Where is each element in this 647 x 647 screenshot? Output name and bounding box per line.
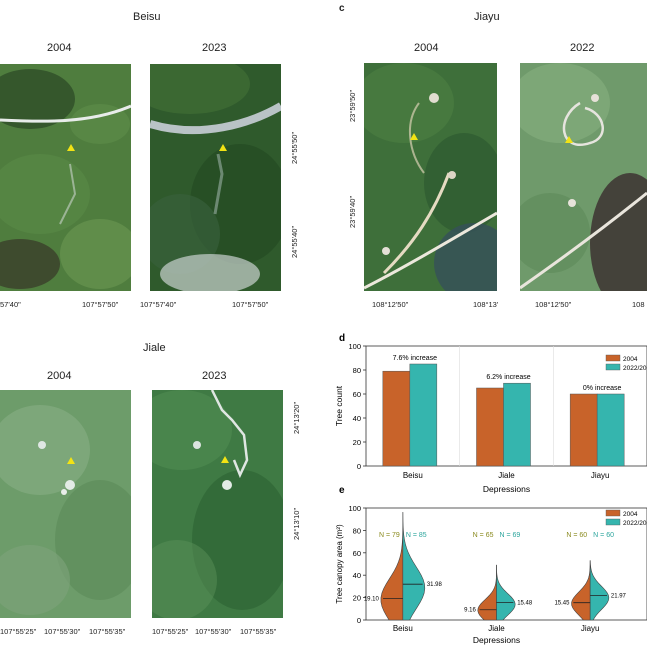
jiayu-y-label-top: 23°59'50" [348,89,357,122]
violin-y-tick-label: 100 [348,504,361,513]
violin-beisu-recent [402,512,426,621]
jiale-x-label-left-a: 107°55'25" [0,627,37,636]
beisu-x-label-right-b: 107°57'50" [232,300,269,309]
violin-median-label: 15.48 [517,601,533,607]
violin-y-tick-label: 80 [353,526,361,535]
bar-legend-label: 2004 [623,356,638,363]
beisu-year-right: 2023 [202,42,227,54]
jiayu-y-label-bottom: 23°59'40" [348,195,357,228]
bar-x-tick-label: Beisu [403,471,423,480]
jiayu-x-label-right-b: 108 [632,300,645,309]
bar-annotation: 6.2% increase [486,374,530,381]
violin-x-tick-label: Jiayu [581,624,600,633]
violin-x-axis-title: Depressions [473,635,520,645]
bar-x-tick-label: Jiayu [591,471,610,480]
violin-n-2004: N = 79 [379,532,400,539]
beisu-y-label-bottom: 24°55'40" [290,225,299,258]
jiale-x-label-left-b: 107°55'30" [44,627,81,636]
bar-y-axis-title: Tree count [334,385,344,426]
jiale-title: Jiale [143,342,166,354]
bar-y-tick-label: 0 [357,462,361,471]
bar-beisu-recent [409,363,438,467]
violin-jiayu-2004 [571,560,591,621]
violin-n-2004: N = 60 [566,532,587,539]
jiayu-x-label-left-a: 108°12'50" [372,300,409,309]
bar-annotation: 0% increase [583,385,622,392]
jiale-y-label-bottom: 24°13'10" [292,507,301,540]
violin-median-label: 31.98 [427,582,443,588]
jiayu-2004-satellite-image [364,63,497,291]
violin-jiale-2004 [477,564,497,621]
jiayu-year-left: 2004 [414,42,439,54]
beisu-year-left: 2004 [47,42,72,54]
jiale-x-label-right-c: 107°55'35" [240,627,277,636]
jiayu-title: Jiayu [474,11,500,23]
violin-legend-label: 2022/2023 [623,520,647,527]
violin-jiayu-recent [589,560,610,621]
beisu-x-label-left-a: 57'40" [0,300,21,309]
bar-y-tick-label: 100 [348,342,361,351]
bar-jiale-2004 [476,387,504,467]
jiale-x-label-right-a: 107°55'25" [152,627,189,636]
jiale-x-label-right-b: 107°55'30" [195,627,232,636]
jiale-year-right: 2023 [202,370,227,382]
panel-letter-e: e [339,485,345,496]
violin-beisu-2004 [380,512,404,621]
violin-median-label: 15.45 [554,601,570,607]
violin-median-label: 21.97 [611,593,627,599]
violin-x-tick-label: Beisu [393,624,413,633]
jiale-x-label-left-c: 107°55'35" [89,627,126,636]
bar-y-tick-label: 80 [353,366,361,375]
bar-jiayu-recent [596,393,625,467]
bar-y-tick-label: 60 [353,390,361,399]
bar-y-tick-label: 40 [353,414,361,423]
violin-legend-label: 2004 [623,511,638,518]
bar-legend-swatch [605,354,621,362]
violin-y-axis-title: Tree canopy area (m²) [335,524,344,604]
bar-jiayu-2004 [569,393,598,467]
bar-x-axis-title: Depressions [483,484,530,494]
beisu-title: Beisu [133,11,161,23]
canopy-area-violin-chart: e 0 20 40 60 80 100 19.10 31.98 N = 79 N = 85 Beis… [335,485,647,645]
bar-legend-swatch [605,363,621,371]
violin-n-recent: N = 60 [593,532,614,539]
violin-y-tick-label: 0 [357,616,361,625]
bar-x-tick-label: Jiale [498,471,515,480]
violin-x-tick-label: Jiale [488,624,505,633]
bar-y-tick-label: 20 [353,438,361,447]
beisu-x-label-left-b: 107°57'50" [82,300,119,309]
violin-median-label: 9.16 [464,608,476,614]
jiale-2023-satellite-image [152,390,283,618]
bar-jiale-recent [503,382,531,467]
jiale-2004-satellite-image [0,390,131,618]
panel-letter-d: d [339,333,345,344]
jiayu-year-right: 2022 [570,42,595,54]
bar-annotation: 7.6% increase [393,355,437,362]
jiale-y-label-top: 24°13'20" [292,401,301,434]
violin-legend-swatch [605,509,621,517]
tree-count-bar-chart: d 0 20 40 60 80 100 Beisu 7.6% increase Jiale 6.2… [334,333,647,494]
violin-plot-frame [365,507,647,621]
violin-jiale-recent [496,564,516,621]
beisu-2023-satellite-image [150,64,281,291]
beisu-x-label-right-a: 107°57'40" [140,300,177,309]
violin-n-recent: N = 85 [406,532,427,539]
beisu-y-label-top: 24°55'50" [290,131,299,164]
violin-y-tick-label: 20 [353,594,361,603]
bar-legend-label: 2022/2023 [623,365,647,372]
violin-y-tick-label: 60 [353,549,361,558]
violin-y-tick-label: 40 [353,571,361,580]
jiayu-x-label-right-a: 108°12'50" [535,300,572,309]
jiayu-x-label-left-b: 108°13' [473,300,499,309]
violin-legend-swatch [605,518,621,526]
bar-beisu-2004 [382,370,411,467]
panel-letter-c: c [339,3,345,14]
beisu-2004-satellite-image [0,64,131,291]
violin-median-label: 19.10 [364,597,380,603]
violin-n-recent: N = 69 [500,532,521,539]
violin-n-2004: N = 65 [473,532,494,539]
jiale-year-left: 2004 [47,370,72,382]
jiayu-2022-satellite-image [520,63,647,291]
